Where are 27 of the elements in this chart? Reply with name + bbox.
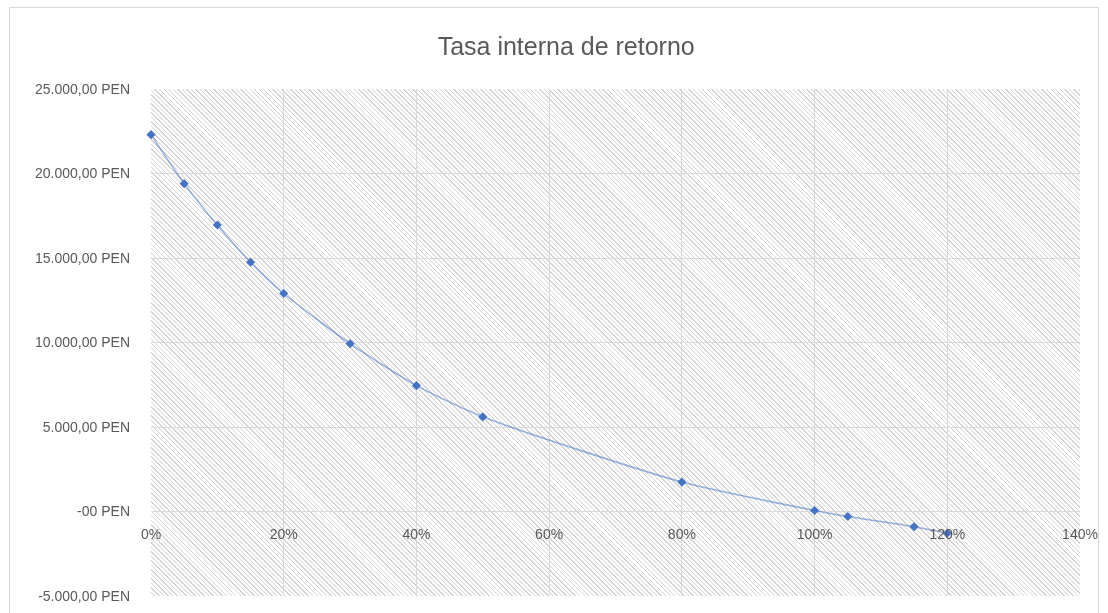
point (245, 257, 256, 267)
x-tick-label: 60% (535, 525, 564, 542)
point (146, 130, 156, 140)
y-tick-label: 25.000,00 PEN (35, 80, 130, 97)
x-tick-label: 40% (402, 525, 431, 542)
y-tick-label: -5.000,00 PEN (38, 587, 130, 604)
x-tick-label: 0% (140, 525, 162, 542)
chart-title: Tasa interna de retorno (437, 31, 695, 60)
point (478, 412, 488, 422)
point (843, 512, 853, 522)
point (909, 522, 919, 532)
x-tick-label: 80% (667, 525, 696, 542)
x-tick-label: 140% (1062, 525, 1098, 542)
x-tick-label: 100% (796, 525, 833, 542)
y-tick-label: 15.000,00 PEN (35, 249, 130, 266)
y-tick-label: 10.000,00 PEN (35, 334, 130, 351)
y-tick-label: -00 PEN (77, 503, 130, 520)
point (345, 339, 355, 349)
point (810, 505, 820, 516)
point (279, 288, 289, 299)
point (677, 477, 687, 487)
x-tick-label: 20% (269, 525, 298, 542)
point (411, 381, 421, 391)
point (179, 179, 189, 189)
y-tick-label: 20.000,00 PEN (35, 165, 130, 182)
y-tick-label: 5.000,00 PEN (42, 418, 130, 435)
point (212, 220, 222, 230)
